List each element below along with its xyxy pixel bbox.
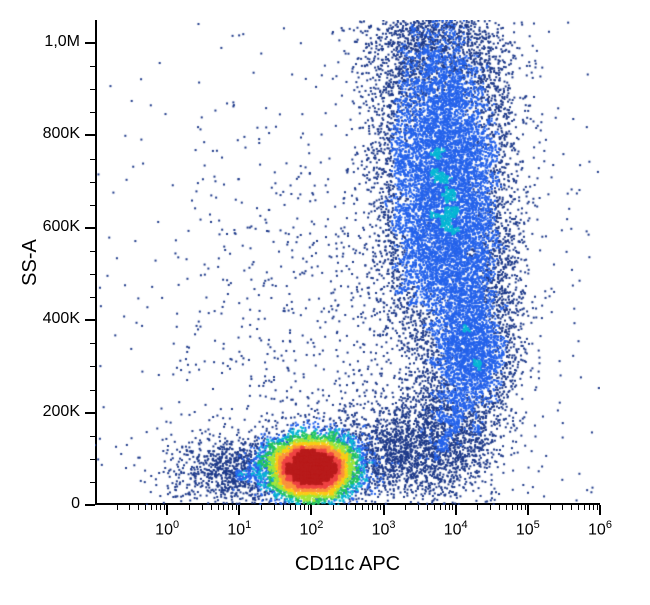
x-tick-label: 105 <box>508 519 548 539</box>
y-tick-label: 400K <box>25 310 80 328</box>
y-tick-label: 600K <box>25 218 80 236</box>
y-tick-label: 1,0M <box>25 33 80 51</box>
x-tick-label: 100 <box>147 519 187 539</box>
y-tick-label: 0 <box>25 495 80 513</box>
y-axis-label: SS-A <box>19 239 42 286</box>
y-tick-label: 200K <box>25 403 80 421</box>
scatter-canvas <box>95 20 600 505</box>
x-tick-label: 106 <box>580 519 620 539</box>
x-tick-label: 104 <box>436 519 476 539</box>
flow-cytometry-chart: SS-A CD11c APC 0 200K 400K 600K 800K 1,0M 100 1… <box>0 0 650 605</box>
y-tick-label: 800K <box>25 125 80 143</box>
x-tick-label: 101 <box>219 519 259 539</box>
x-tick-label: 103 <box>364 519 404 539</box>
x-tick-label: 102 <box>291 519 331 539</box>
x-axis-label: CD11c APC <box>95 553 600 576</box>
